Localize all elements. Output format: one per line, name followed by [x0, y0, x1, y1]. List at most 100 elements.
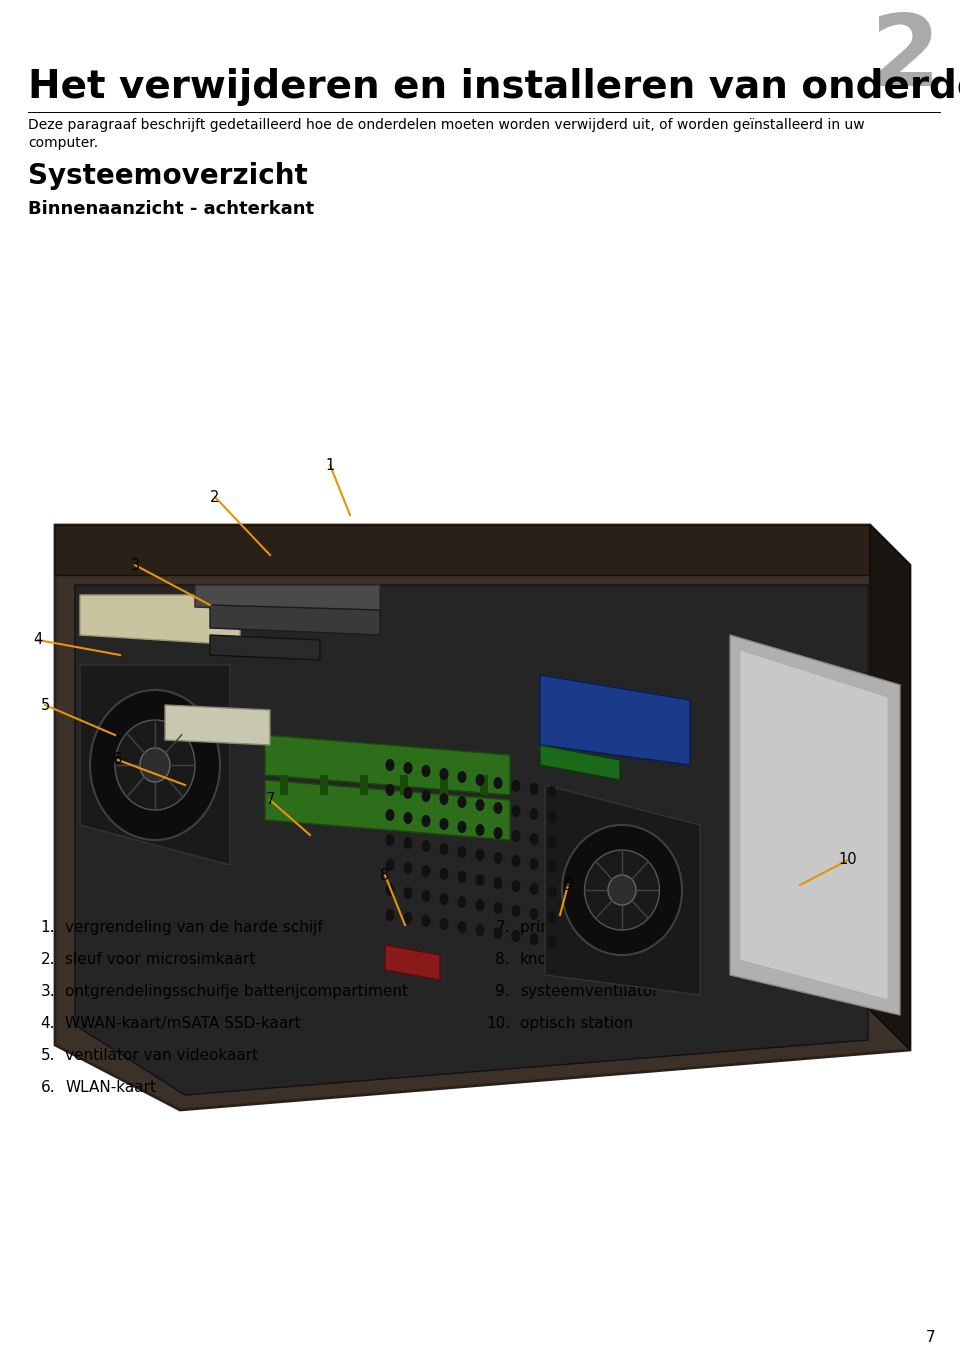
- Text: WWAN-kaart/mSATA SSD-kaart: WWAN-kaart/mSATA SSD-kaart: [65, 1016, 300, 1031]
- Text: WLAN-kaart: WLAN-kaart: [65, 1080, 156, 1095]
- Text: 5.: 5.: [40, 1047, 55, 1064]
- Ellipse shape: [475, 924, 485, 936]
- Polygon shape: [540, 745, 620, 780]
- Text: 2: 2: [210, 489, 220, 504]
- Ellipse shape: [140, 748, 170, 782]
- Text: 7.: 7.: [495, 920, 510, 935]
- Bar: [400, 775, 408, 795]
- Ellipse shape: [440, 793, 448, 805]
- Ellipse shape: [608, 875, 636, 905]
- Ellipse shape: [458, 921, 467, 934]
- Ellipse shape: [493, 852, 502, 864]
- Text: Deze paragraaf beschrijft gedetailleerd hoe de onderdelen moeten worden verwijde: Deze paragraaf beschrijft gedetailleerd …: [28, 118, 865, 131]
- Text: 3.: 3.: [40, 984, 55, 999]
- Ellipse shape: [530, 908, 539, 920]
- Text: 9: 9: [564, 878, 572, 893]
- Ellipse shape: [475, 898, 485, 911]
- Text: primair geheugen: primair geheugen: [520, 920, 657, 935]
- Text: 7: 7: [265, 793, 275, 808]
- Text: Binnenaanzicht - achterkant: Binnenaanzicht - achterkant: [28, 201, 314, 218]
- Ellipse shape: [386, 785, 395, 795]
- Ellipse shape: [475, 824, 485, 836]
- Polygon shape: [545, 785, 700, 995]
- Ellipse shape: [440, 917, 448, 930]
- Ellipse shape: [585, 850, 660, 930]
- Text: 4: 4: [34, 633, 42, 648]
- Ellipse shape: [530, 783, 539, 795]
- Ellipse shape: [530, 858, 539, 870]
- Text: sleuf voor microsimkaart: sleuf voor microsimkaart: [65, 953, 255, 967]
- Polygon shape: [55, 524, 910, 1110]
- Ellipse shape: [386, 883, 395, 896]
- Text: 9.: 9.: [495, 984, 510, 999]
- Polygon shape: [55, 524, 870, 575]
- Polygon shape: [80, 665, 230, 864]
- Polygon shape: [210, 604, 380, 635]
- Ellipse shape: [493, 877, 502, 889]
- Ellipse shape: [421, 790, 430, 802]
- Text: 2.: 2.: [40, 953, 55, 967]
- Text: 8.: 8.: [495, 953, 510, 967]
- Ellipse shape: [512, 831, 520, 841]
- Ellipse shape: [562, 825, 682, 955]
- Ellipse shape: [421, 864, 430, 877]
- Ellipse shape: [547, 936, 557, 948]
- Ellipse shape: [458, 846, 467, 858]
- Ellipse shape: [421, 766, 430, 776]
- Polygon shape: [265, 780, 510, 840]
- Ellipse shape: [386, 809, 395, 821]
- Ellipse shape: [403, 862, 413, 874]
- Text: 6.: 6.: [40, 1080, 55, 1095]
- Ellipse shape: [440, 869, 448, 879]
- Text: ontgrendelingsschuifje batterijcompartiment: ontgrendelingsschuifje batterijcompartim…: [65, 984, 408, 999]
- Polygon shape: [165, 705, 270, 745]
- Ellipse shape: [493, 827, 502, 839]
- Ellipse shape: [547, 886, 557, 898]
- Text: 5: 5: [40, 698, 50, 713]
- Polygon shape: [75, 585, 868, 1095]
- Text: computer.: computer.: [28, 136, 98, 150]
- Text: 7: 7: [925, 1331, 935, 1346]
- Text: 10: 10: [839, 852, 857, 867]
- Ellipse shape: [421, 814, 430, 827]
- Ellipse shape: [547, 836, 557, 848]
- Polygon shape: [210, 635, 320, 660]
- Ellipse shape: [493, 776, 502, 789]
- Ellipse shape: [421, 840, 430, 852]
- Ellipse shape: [458, 771, 467, 783]
- Polygon shape: [740, 650, 888, 1000]
- Ellipse shape: [458, 821, 467, 833]
- Ellipse shape: [403, 812, 413, 824]
- Text: 2: 2: [871, 9, 940, 107]
- Text: 1.: 1.: [40, 920, 55, 935]
- Text: 10.: 10.: [486, 1016, 510, 1031]
- Ellipse shape: [440, 818, 448, 831]
- Ellipse shape: [493, 927, 502, 939]
- Polygon shape: [870, 524, 910, 1050]
- Polygon shape: [80, 595, 240, 645]
- Ellipse shape: [440, 893, 448, 905]
- Ellipse shape: [530, 833, 539, 846]
- Ellipse shape: [530, 934, 539, 944]
- Ellipse shape: [403, 762, 413, 774]
- Text: knoopbatterij: knoopbatterij: [520, 953, 622, 967]
- Bar: [320, 775, 328, 795]
- Polygon shape: [265, 734, 510, 795]
- Ellipse shape: [440, 768, 448, 780]
- Text: Systeemoverzicht: Systeemoverzicht: [28, 163, 308, 190]
- Ellipse shape: [493, 902, 502, 915]
- Ellipse shape: [90, 690, 220, 840]
- Ellipse shape: [547, 911, 557, 923]
- Ellipse shape: [421, 915, 430, 927]
- Text: 6: 6: [113, 752, 123, 767]
- Bar: [480, 775, 488, 795]
- Ellipse shape: [512, 905, 520, 917]
- Text: 3: 3: [131, 557, 139, 573]
- Ellipse shape: [403, 837, 413, 850]
- Bar: [280, 775, 288, 795]
- Ellipse shape: [475, 774, 485, 786]
- Ellipse shape: [475, 799, 485, 812]
- Ellipse shape: [475, 874, 485, 886]
- Text: 1: 1: [325, 458, 335, 473]
- Ellipse shape: [458, 795, 467, 808]
